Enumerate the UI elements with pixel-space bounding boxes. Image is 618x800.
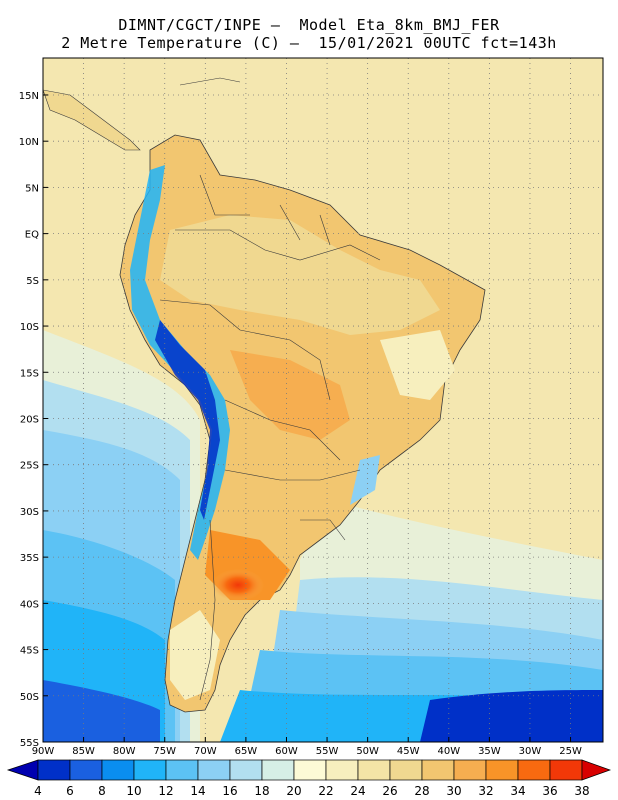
lon-label: 80W xyxy=(113,746,136,757)
lon-label: 25W xyxy=(559,746,582,757)
colorbar-label: 34 xyxy=(510,784,525,798)
lat-label: 50S xyxy=(20,692,39,703)
colorbar-label: 22 xyxy=(318,784,333,798)
colorbar-label: 36 xyxy=(542,784,557,798)
colorbar-swatch xyxy=(133,759,167,781)
lon-label: 90W xyxy=(32,746,55,757)
lat-label: 40S xyxy=(20,599,39,610)
colorbar-label: 16 xyxy=(222,784,237,798)
latitude-labels: 15N 10N 5N EQ 5S 10S 15S 20S 25S 30S 35S 40S 45S 50S 5… xyxy=(19,91,48,749)
colorbar-label: 8 xyxy=(98,784,106,798)
colorbar-swatch xyxy=(165,759,199,781)
colorbar-swatch xyxy=(261,759,295,781)
colorbar-swatch xyxy=(37,759,71,781)
colorbar: 4 6 8 10 12 14 16 18 20 22 24 26 28 30 32 34 36 38 xyxy=(6,759,612,798)
lon-label: 50W xyxy=(356,746,379,757)
colorbar-swatch xyxy=(293,759,327,781)
andes-coldest-core xyxy=(155,320,220,520)
lat-label: 25S xyxy=(20,461,39,472)
lat-label: 30S xyxy=(20,507,39,518)
colorbar-label: 6 xyxy=(66,784,74,798)
colorbar-swatch xyxy=(389,759,423,781)
lon-label: 85W xyxy=(72,746,95,757)
lat-label: 10N xyxy=(19,137,39,148)
lat-label: 45S xyxy=(20,646,39,657)
southern-brazil-cool xyxy=(350,455,380,505)
lon-label: 70W xyxy=(194,746,217,757)
colorbar-label: 30 xyxy=(446,784,461,798)
hotspot-38c xyxy=(212,569,264,601)
colorbar-swatch xyxy=(453,759,487,781)
lat-label: 10S xyxy=(20,322,39,333)
colorbar-label: 20 xyxy=(286,784,301,798)
lat-label: 5S xyxy=(26,276,39,287)
central-america xyxy=(43,89,141,151)
title-line-1: DIMNT/CGCT/INPE – Model Eta_8km_BMJ_FER xyxy=(118,16,500,34)
colorbar-swatch xyxy=(101,759,135,781)
ocean-pacific-band-8 xyxy=(43,680,160,742)
lat-label: EQ xyxy=(25,230,39,241)
colorbar-label: 24 xyxy=(350,784,365,798)
colorbar-swatch xyxy=(357,759,391,781)
colorbar-swatch xyxy=(229,759,263,781)
colorbar-swatch xyxy=(69,759,103,781)
graticule xyxy=(43,58,603,742)
lon-label: 45W xyxy=(397,746,420,757)
colorbar-high-arrow xyxy=(581,759,612,781)
longitude-labels: 90W 85W 80W 75W 70W 65W 60W 55W 50W 45W 40W 35W 30W 2… xyxy=(32,737,582,757)
lon-label: 30W xyxy=(519,746,542,757)
colorbar-swatch xyxy=(485,759,519,781)
colorbar-label: 32 xyxy=(478,784,493,798)
lon-label: 35W xyxy=(478,746,501,757)
patagonia-mild xyxy=(170,610,220,700)
lat-label: 5N xyxy=(25,183,39,194)
lon-label: 55W xyxy=(316,746,339,757)
map-frame xyxy=(42,57,604,743)
lat-label: 15N xyxy=(19,91,39,102)
ocean-atlantic-cold-patch xyxy=(420,690,603,742)
colorbar-swatch xyxy=(421,759,455,781)
lat-label: 20S xyxy=(20,414,39,425)
lon-label: 40W xyxy=(437,746,460,757)
central-hot-region xyxy=(230,350,350,440)
colorbar-label: 4 xyxy=(34,784,42,798)
amazon-warm-region xyxy=(160,215,440,335)
colorbar-swatch xyxy=(197,759,231,781)
colorbar-label: 28 xyxy=(414,784,429,798)
colorbar-label: 12 xyxy=(158,784,173,798)
lat-label: 35S xyxy=(20,553,39,564)
colorbar-label: 38 xyxy=(574,784,589,798)
colorbar-label: 10 xyxy=(126,784,141,798)
colorbar-label: 26 xyxy=(382,784,397,798)
lat-label: 15S xyxy=(20,368,39,379)
colorbar-label: 18 xyxy=(254,784,269,798)
country-borders xyxy=(159,174,381,701)
lat-label: 55S xyxy=(20,738,39,749)
caribbean-islands xyxy=(179,77,241,86)
colorbar-low-arrow xyxy=(6,759,39,781)
brazil-highlands-mild xyxy=(380,330,455,400)
colorbar-swatch xyxy=(325,759,359,781)
colorbar-swatch xyxy=(549,759,583,781)
title-line-2: 2 Metre Temperature (C) – 15/01/2021 00U… xyxy=(61,34,557,52)
lon-label: 65W xyxy=(235,746,258,757)
lon-label: 60W xyxy=(275,746,298,757)
colorbar-swatch xyxy=(517,759,551,781)
colorbar-label: 14 xyxy=(190,784,205,798)
lon-label: 75W xyxy=(153,746,176,757)
